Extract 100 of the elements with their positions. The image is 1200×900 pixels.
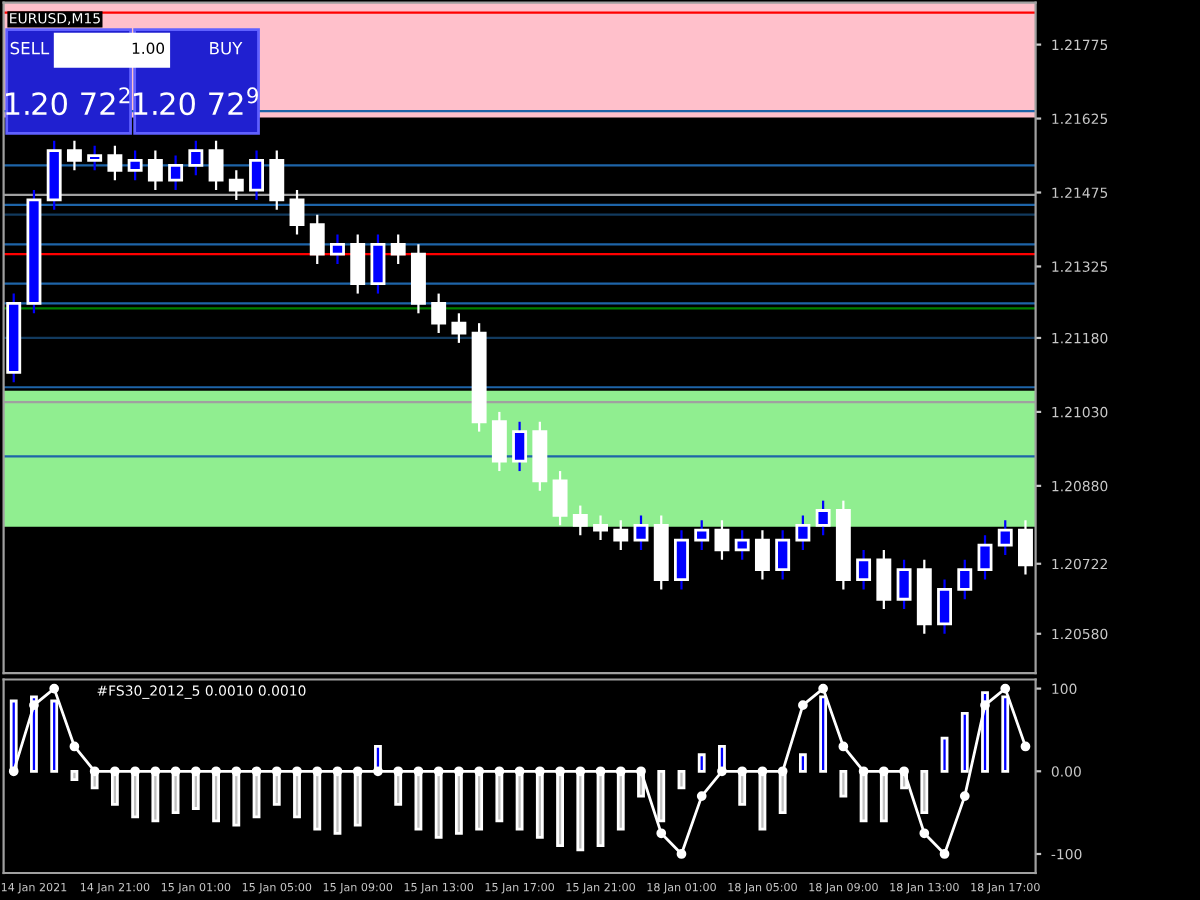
bar — [131, 769, 140, 819]
point — [696, 791, 707, 801]
point — [69, 741, 80, 752]
candlestick — [269, 149, 285, 211]
point — [292, 766, 302, 777]
point — [474, 766, 484, 777]
point — [858, 766, 869, 777]
bar — [50, 699, 59, 773]
point — [899, 766, 909, 777]
point — [595, 766, 606, 777]
candlestick — [1018, 519, 1033, 576]
point — [534, 766, 545, 777]
annotation: SELL — [10, 41, 50, 55]
point — [818, 683, 828, 694]
candlestick — [957, 558, 973, 601]
bar — [697, 753, 706, 773]
bar — [151, 769, 160, 823]
point — [89, 766, 100, 777]
bar — [232, 769, 241, 827]
point — [656, 828, 667, 839]
bar — [798, 753, 807, 773]
point — [49, 683, 60, 694]
candlestick — [754, 529, 770, 581]
candlestick — [815, 499, 831, 537]
point — [838, 741, 849, 752]
point — [777, 766, 788, 777]
point — [433, 766, 444, 777]
candlestick — [856, 548, 872, 591]
point — [798, 700, 808, 710]
candlestick — [552, 469, 568, 527]
candlestick — [593, 514, 608, 542]
candlestick — [491, 410, 507, 473]
candlestick — [249, 149, 264, 202]
bar — [434, 769, 443, 839]
candlestick — [208, 139, 224, 192]
candlestick — [714, 519, 730, 561]
candlestick — [107, 144, 123, 182]
bar — [495, 769, 504, 823]
bar — [859, 769, 868, 823]
point — [555, 766, 565, 777]
bar — [879, 769, 888, 823]
candlestick — [876, 548, 892, 611]
bar — [70, 769, 79, 781]
point — [615, 766, 626, 777]
candlestick — [66, 139, 82, 172]
bar — [535, 769, 544, 839]
point — [393, 766, 404, 777]
candlestick — [997, 519, 1013, 556]
point — [332, 766, 343, 777]
point — [373, 766, 383, 777]
point — [939, 849, 950, 859]
annotation: 1.20 72$^{9}$ — [133, 87, 258, 116]
point — [757, 766, 768, 777]
annotation: 1.20 72$^{2}$ — [6, 87, 130, 116]
point — [170, 766, 181, 777]
bar — [454, 769, 463, 835]
candlestick — [734, 529, 750, 561]
point — [413, 766, 424, 777]
candlestick — [694, 519, 710, 552]
point — [29, 700, 39, 710]
candlestick — [350, 233, 366, 295]
candlestick — [633, 514, 649, 552]
candlestick — [370, 233, 386, 295]
point — [575, 766, 586, 777]
bar — [515, 769, 524, 831]
candlestick — [87, 144, 103, 172]
point — [231, 766, 242, 777]
bar — [920, 769, 929, 815]
candlestick — [431, 292, 447, 335]
candlestick — [977, 534, 993, 581]
bar — [839, 769, 848, 798]
point — [150, 766, 161, 777]
candlestick — [228, 169, 244, 202]
candlestick — [512, 420, 528, 473]
candlestick — [795, 514, 811, 552]
bar — [940, 736, 949, 773]
candlestick — [937, 578, 952, 635]
point — [717, 766, 727, 777]
candlestick — [390, 233, 406, 266]
point — [959, 791, 970, 801]
bar — [960, 712, 969, 773]
candlestick — [309, 213, 325, 266]
point — [271, 766, 282, 777]
candlestick — [572, 504, 588, 537]
point — [251, 766, 262, 777]
candlestick — [330, 233, 345, 266]
point — [919, 828, 930, 839]
point — [494, 766, 505, 777]
point — [454, 766, 464, 777]
bar — [475, 769, 484, 831]
point — [190, 766, 201, 777]
candlestick — [674, 529, 689, 591]
point — [312, 766, 323, 777]
point — [636, 766, 646, 777]
point — [676, 849, 687, 859]
candlestick — [147, 149, 163, 192]
bar — [353, 769, 362, 827]
point — [211, 766, 221, 777]
point — [352, 766, 363, 777]
bar — [677, 769, 686, 790]
